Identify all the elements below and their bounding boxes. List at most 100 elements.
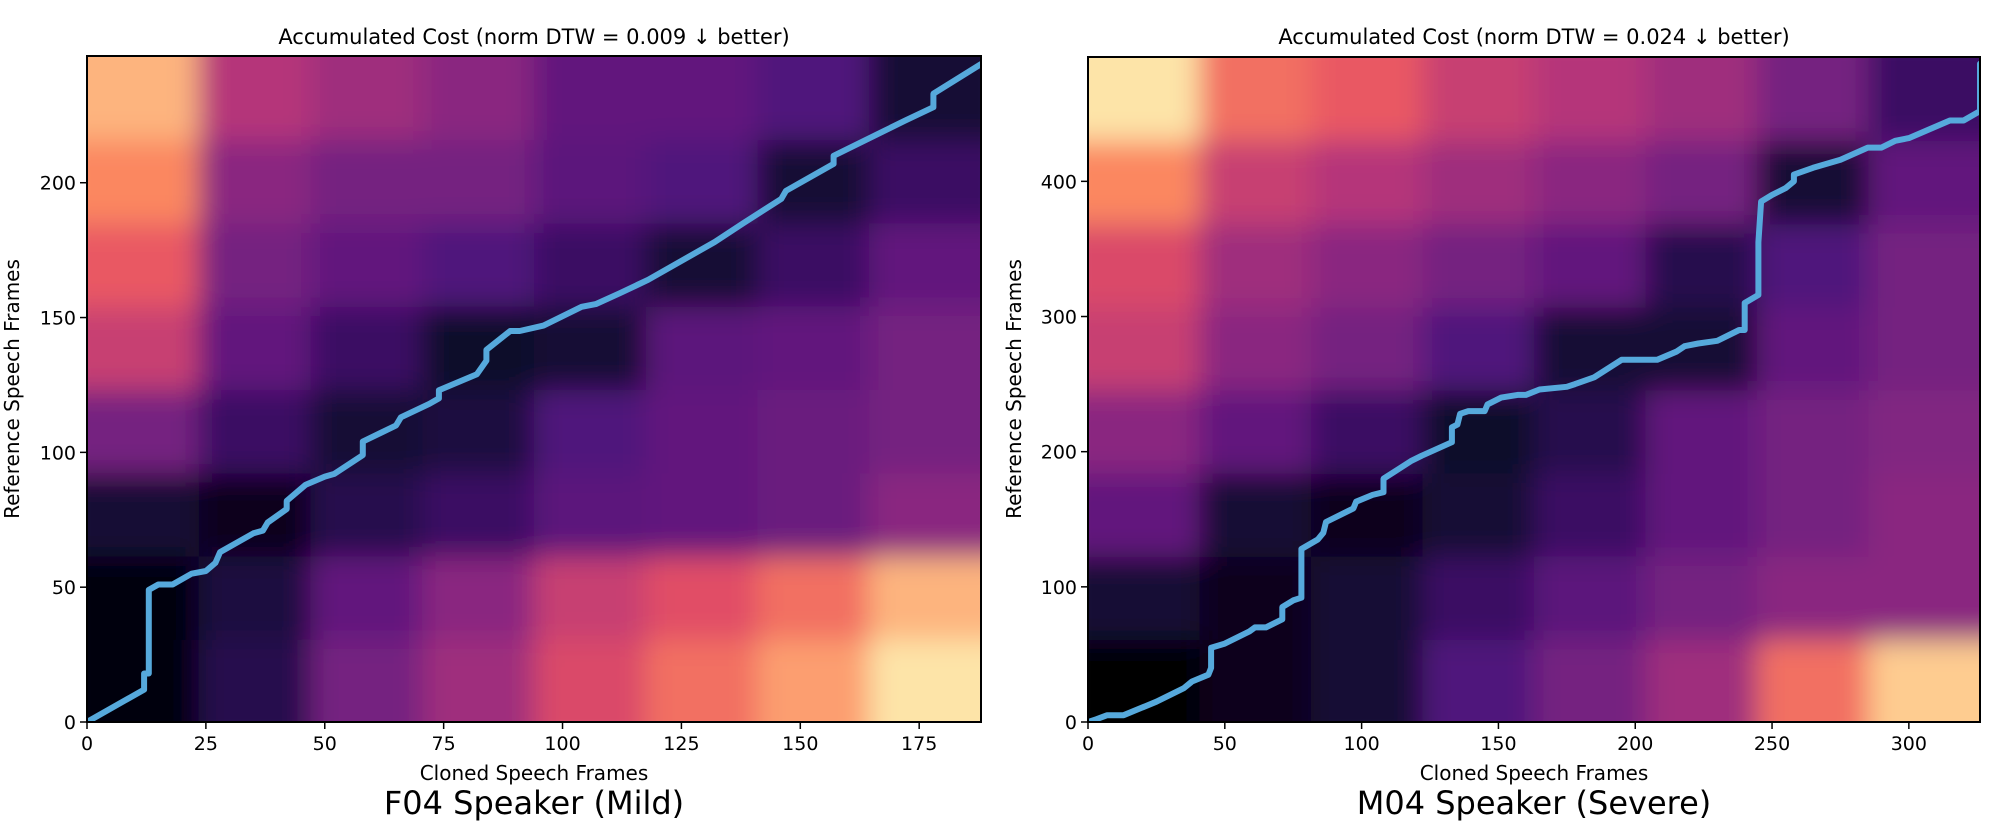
axes-frame [1087, 56, 1981, 723]
heatmap-cell [1422, 472, 1535, 557]
heatmap-cell [1645, 223, 1758, 308]
heatmap-cell [422, 638, 535, 722]
heatmap-cell [87, 472, 200, 557]
x-tick-label: 75 [432, 733, 456, 755]
x-tick-label: 50 [313, 733, 337, 755]
heatmap-cell [310, 389, 424, 474]
heatmap-cell [198, 222, 312, 307]
heatmap-cell [1088, 306, 1201, 391]
heatmap-cell [645, 389, 759, 474]
heatmap-cell [87, 389, 200, 474]
heatmap-cell [1868, 223, 1980, 308]
heatmap-cell [1422, 638, 1535, 722]
heatmap-cell [1199, 223, 1312, 308]
heatmap-cell [87, 222, 200, 307]
heatmap-cell [869, 139, 981, 224]
heatmap-cell [1311, 389, 1424, 474]
heatmap-cell [645, 472, 759, 557]
heatmap-cell [1088, 638, 1201, 722]
heatmap-cell [1199, 638, 1312, 722]
x-tick-label: 50 [1213, 733, 1237, 755]
y-tick-label: 100 [40, 442, 76, 464]
heatmap-cell [422, 305, 535, 390]
heatmap-cell [1088, 140, 1201, 225]
warping-path-line [87, 61, 981, 722]
heatmap-cell [1311, 638, 1424, 722]
x-tick-label: 125 [663, 733, 699, 755]
heatmap-cell [757, 139, 871, 224]
heatmap-cell [869, 555, 981, 640]
heatmap-cell [198, 389, 312, 474]
heatmap-cell [869, 305, 981, 390]
y-tick-label: 0 [64, 712, 76, 734]
heatmap-cell [198, 56, 312, 141]
heatmap-cell [1534, 472, 1647, 557]
heatmap-cell [1199, 306, 1312, 391]
left-speaker-caption: F04 Speaker (Mild) [383, 784, 685, 822]
heatmap [1088, 57, 1980, 722]
heatmap-cell [1868, 638, 1980, 722]
y-tick-label: 200 [1041, 442, 1077, 464]
heatmap-cell [1645, 389, 1758, 474]
heatmap-cell [1645, 306, 1758, 391]
axes-frame [86, 55, 982, 723]
x-tick-label: 175 [901, 733, 937, 755]
heatmap-cell [534, 222, 647, 307]
heatmap-cell [1868, 472, 1980, 557]
left-y-axis-label: Reference Speech Frames [0, 259, 24, 519]
heatmap-cell [534, 472, 647, 557]
heatmap-cell [87, 139, 200, 224]
heatmap-cell [310, 56, 424, 141]
heatmap-cell [1645, 638, 1758, 722]
heatmap-cell [310, 555, 424, 640]
heatmap-cell [1311, 306, 1424, 391]
heatmap-cell [1534, 140, 1647, 225]
heatmap-cell [1534, 555, 1647, 640]
heatmap-cell [1311, 140, 1424, 225]
heatmap-cell [1199, 140, 1312, 225]
heatmap-cell [757, 472, 871, 557]
heatmap-cell [1199, 389, 1312, 474]
heatmap-cell [87, 56, 200, 141]
heatmap-cell [1757, 57, 1870, 142]
heatmap-cell [645, 139, 759, 224]
heatmap-cell [1534, 223, 1647, 308]
heatmap-cell [1311, 223, 1424, 308]
heatmap-cell [1868, 57, 1980, 142]
heatmap-cell [198, 305, 312, 390]
heatmap-cell [1757, 472, 1870, 557]
heatmap-cell [422, 389, 535, 474]
heatmap-cell [534, 555, 647, 640]
heatmap-cell [757, 638, 871, 722]
heatmap-cell [645, 555, 759, 640]
right-x-axis-label: Cloned Speech Frames [1420, 761, 1649, 785]
heatmap-cell [757, 56, 871, 141]
heatmap-cell [422, 222, 535, 307]
heatmap-cell [310, 139, 424, 224]
heatmap-cell [534, 638, 647, 722]
heatmap-cell [1757, 306, 1870, 391]
heatmap-cell [1311, 57, 1424, 142]
heatmap-cell [1757, 638, 1870, 722]
heatmap-cell [1088, 223, 1201, 308]
heatmap-cell [534, 56, 647, 141]
heatmap-cell [757, 305, 871, 390]
heatmap-cell [310, 472, 424, 557]
heatmap-cell [1088, 57, 1201, 142]
heatmap-cell [1088, 555, 1201, 640]
warping-path-line [1088, 60, 1980, 722]
heatmap-cell [1311, 555, 1424, 640]
x-tick-label: 250 [1754, 733, 1790, 755]
right-y-axis-label: Reference Speech Frames [1002, 259, 1026, 519]
heatmap-cell [1757, 555, 1870, 640]
x-tick-label: 25 [194, 733, 218, 755]
y-tick-label: 0 [1065, 712, 1077, 734]
heatmap-cell [1199, 57, 1312, 142]
y-tick-label: 400 [1041, 171, 1077, 193]
heatmap-cell [1534, 389, 1647, 474]
heatmap-cell [757, 389, 871, 474]
right-chart-title: Accumulated Cost (norm DTW = 0.024 ↓ bet… [1278, 25, 1789, 49]
heatmap-cell [1422, 389, 1535, 474]
heatmap-cell [1422, 57, 1535, 142]
heatmap-cell [1088, 389, 1201, 474]
